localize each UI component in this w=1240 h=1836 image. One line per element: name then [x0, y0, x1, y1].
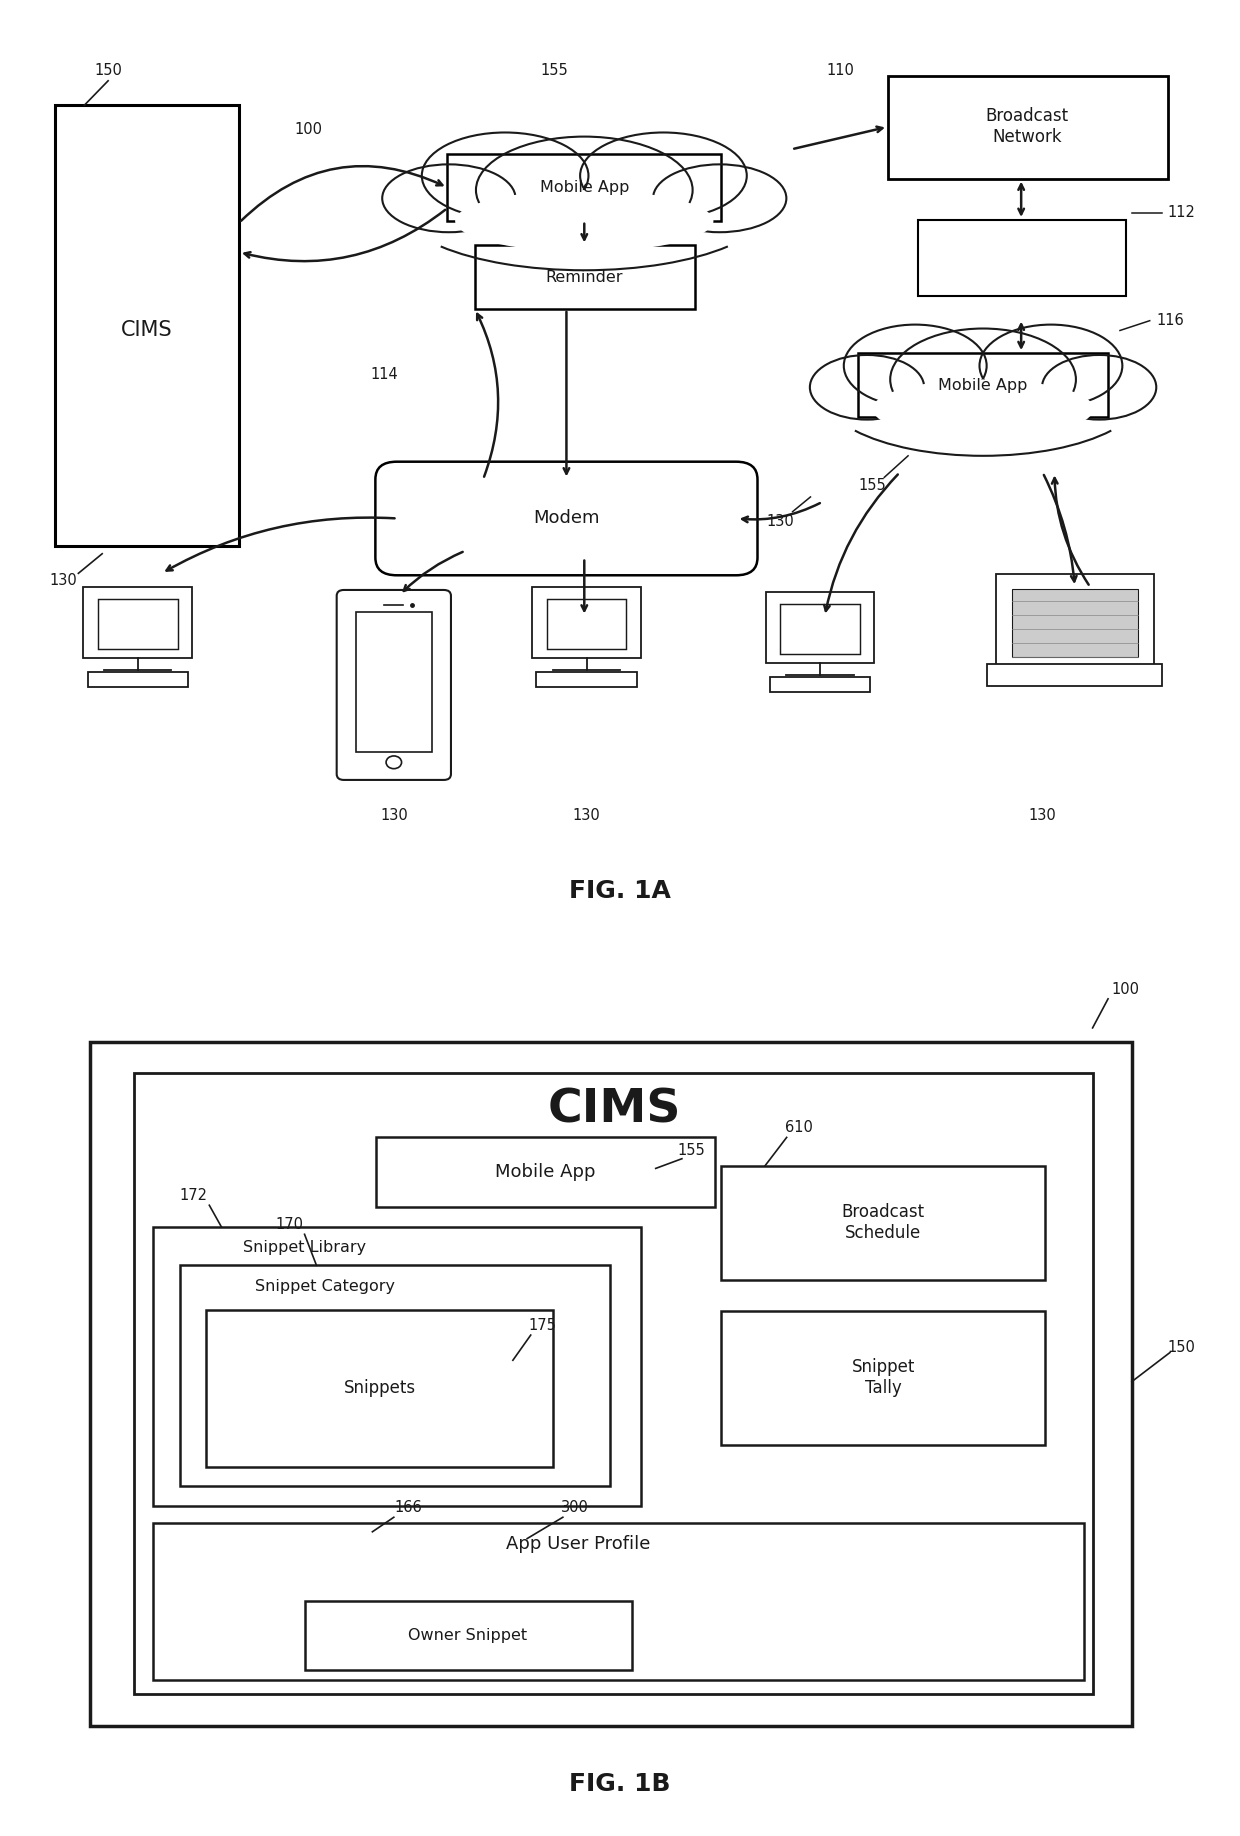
Ellipse shape	[873, 380, 1094, 439]
Ellipse shape	[1042, 354, 1156, 420]
Ellipse shape	[580, 132, 746, 218]
Text: 155: 155	[677, 1144, 706, 1159]
Text: 155: 155	[858, 477, 887, 492]
Text: 130: 130	[573, 808, 600, 823]
Text: Reminder: Reminder	[546, 270, 622, 285]
Ellipse shape	[956, 376, 1081, 435]
FancyBboxPatch shape	[206, 1309, 553, 1467]
FancyBboxPatch shape	[858, 353, 1109, 417]
FancyBboxPatch shape	[88, 672, 188, 687]
FancyBboxPatch shape	[180, 1265, 610, 1487]
FancyBboxPatch shape	[888, 75, 1168, 178]
Text: Broadcast
Network: Broadcast Network	[986, 108, 1069, 147]
Ellipse shape	[553, 185, 699, 248]
Text: 150: 150	[1168, 1340, 1195, 1355]
Ellipse shape	[422, 132, 589, 218]
Ellipse shape	[885, 376, 1009, 435]
Ellipse shape	[470, 185, 615, 248]
Text: Broadcast
Schedule: Broadcast Schedule	[842, 1203, 925, 1243]
Text: 112: 112	[1168, 206, 1195, 220]
Text: 100: 100	[294, 123, 322, 138]
Text: 130: 130	[379, 808, 408, 823]
Text: CIMS: CIMS	[120, 321, 172, 340]
Text: Mobile App: Mobile App	[539, 180, 629, 195]
FancyBboxPatch shape	[337, 589, 451, 780]
FancyBboxPatch shape	[722, 1311, 1045, 1445]
Text: 130: 130	[50, 573, 77, 588]
Ellipse shape	[875, 384, 1090, 439]
FancyBboxPatch shape	[448, 154, 722, 220]
Text: 166: 166	[394, 1500, 422, 1515]
FancyBboxPatch shape	[765, 593, 874, 663]
Text: 100: 100	[1112, 982, 1140, 997]
FancyBboxPatch shape	[547, 599, 626, 650]
FancyBboxPatch shape	[918, 220, 1126, 296]
Text: 300: 300	[560, 1500, 589, 1515]
Ellipse shape	[653, 165, 786, 231]
Ellipse shape	[810, 354, 924, 420]
Text: 114: 114	[371, 367, 398, 382]
Text: Modem: Modem	[533, 509, 600, 527]
FancyBboxPatch shape	[134, 1074, 1092, 1693]
Text: CIMS: CIMS	[547, 1087, 681, 1133]
Text: 610: 610	[785, 1120, 812, 1135]
Text: Snippets: Snippets	[343, 1379, 415, 1397]
Text: 175: 175	[528, 1318, 557, 1333]
Text: 116: 116	[1156, 314, 1184, 329]
FancyBboxPatch shape	[154, 1524, 1084, 1680]
FancyBboxPatch shape	[996, 575, 1153, 666]
Ellipse shape	[459, 195, 709, 253]
Text: App User Profile: App User Profile	[506, 1535, 651, 1553]
FancyBboxPatch shape	[376, 1136, 715, 1208]
FancyBboxPatch shape	[154, 1226, 641, 1506]
FancyBboxPatch shape	[305, 1601, 632, 1671]
FancyBboxPatch shape	[532, 588, 641, 657]
FancyBboxPatch shape	[356, 613, 432, 751]
FancyBboxPatch shape	[722, 1166, 1045, 1280]
FancyBboxPatch shape	[376, 461, 758, 575]
FancyBboxPatch shape	[770, 677, 870, 692]
FancyBboxPatch shape	[55, 105, 239, 545]
Text: Snippet Library: Snippet Library	[243, 1241, 366, 1256]
Text: 130: 130	[766, 514, 795, 529]
Text: Mobile App: Mobile App	[495, 1164, 595, 1181]
Text: Owner Snippet: Owner Snippet	[408, 1629, 527, 1643]
FancyBboxPatch shape	[91, 1043, 1132, 1726]
Text: 155: 155	[541, 64, 568, 79]
Ellipse shape	[455, 191, 713, 252]
Text: 150: 150	[94, 64, 122, 79]
Ellipse shape	[890, 329, 1076, 430]
FancyBboxPatch shape	[987, 665, 1162, 687]
Text: 130: 130	[1029, 808, 1056, 823]
Text: 110: 110	[826, 64, 854, 79]
Ellipse shape	[476, 136, 693, 244]
Ellipse shape	[980, 325, 1122, 408]
FancyBboxPatch shape	[1012, 589, 1138, 657]
Ellipse shape	[382, 165, 516, 231]
Ellipse shape	[843, 325, 987, 408]
Text: FIG. 1A: FIG. 1A	[569, 879, 671, 903]
Text: Mobile App: Mobile App	[939, 378, 1028, 393]
FancyBboxPatch shape	[475, 246, 694, 308]
Text: FIG. 1B: FIG. 1B	[569, 1772, 671, 1796]
Text: Snippet Category: Snippet Category	[254, 1280, 394, 1294]
Text: Snippet
Tally: Snippet Tally	[852, 1359, 915, 1397]
FancyBboxPatch shape	[780, 604, 859, 654]
FancyBboxPatch shape	[537, 672, 637, 687]
FancyBboxPatch shape	[83, 588, 192, 657]
FancyBboxPatch shape	[98, 599, 177, 650]
Text: 172: 172	[180, 1188, 208, 1203]
Text: 170: 170	[275, 1217, 303, 1232]
